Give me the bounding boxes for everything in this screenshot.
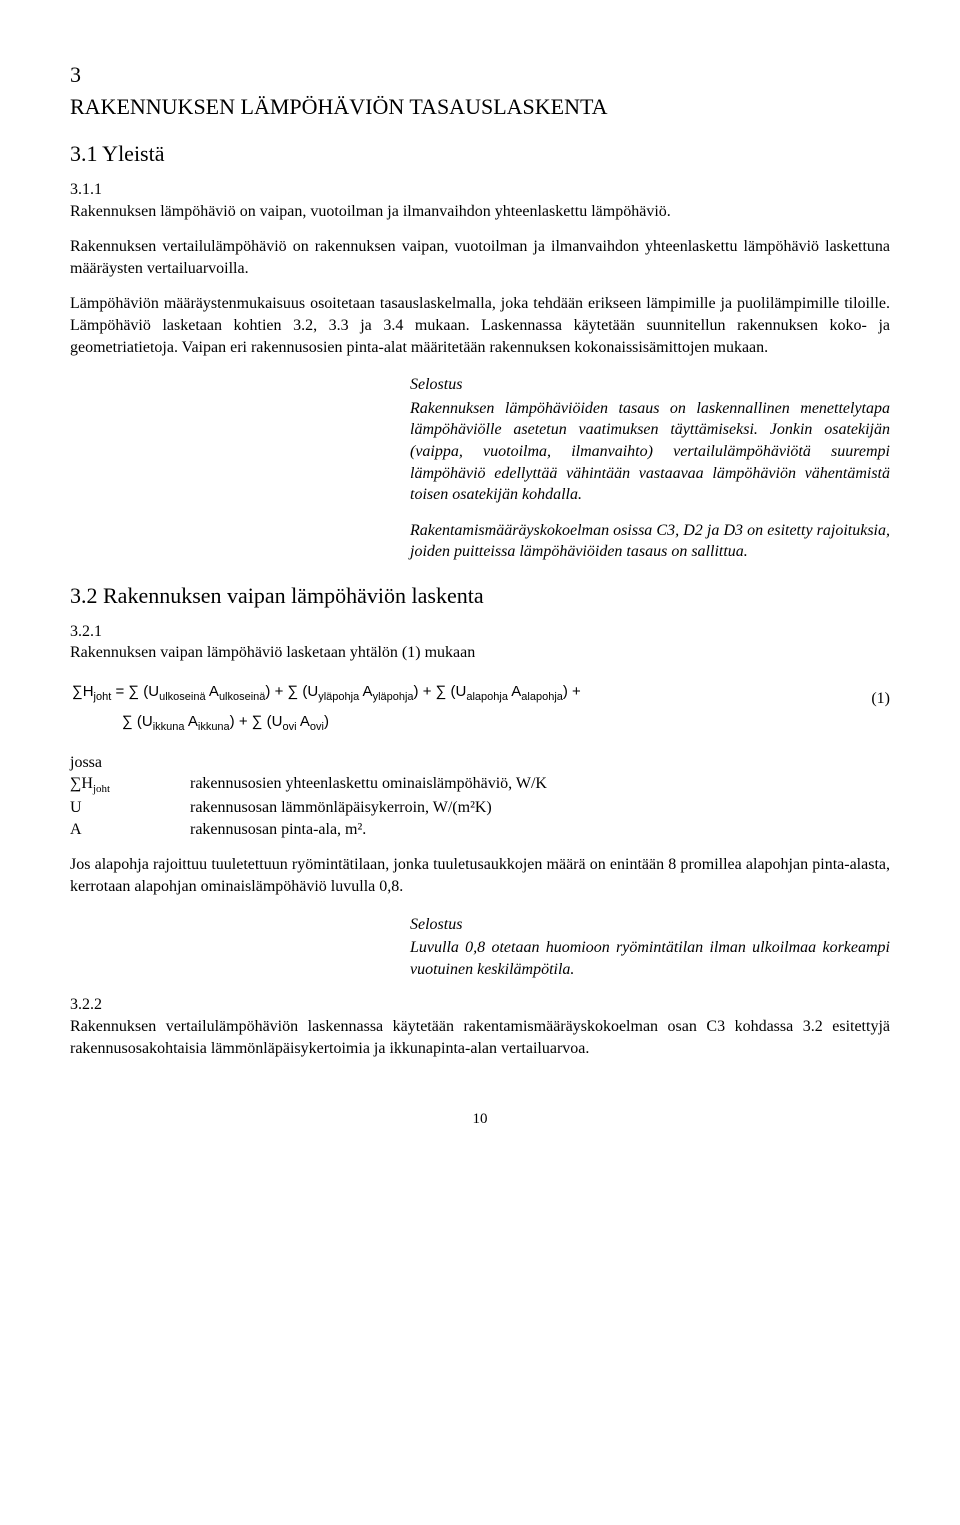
where-def-1: rakennusosien yhteenlaskettu ominaislämp… bbox=[190, 773, 890, 797]
where-def-3: rakennusosan pinta-ala, m². bbox=[190, 819, 890, 841]
equation-1-number: (1) bbox=[830, 678, 890, 710]
eq-t3c: ) + bbox=[563, 683, 581, 700]
where-sym-2: U bbox=[70, 797, 190, 819]
para-3-2-1b: Jos alapohja rajoittuu tuuletettuun ryöm… bbox=[70, 854, 890, 897]
equation-1: ∑Hjoht = ∑ (Uulkoseinä Aulkoseinä) + ∑ (… bbox=[70, 678, 890, 738]
eq-t5a: ∑ (U bbox=[252, 713, 283, 730]
page-number: 10 bbox=[70, 1109, 890, 1129]
eq-t4c: ) + bbox=[230, 713, 252, 730]
eq-t3b: A bbox=[508, 683, 521, 700]
eq-t2s2: yläpohja bbox=[373, 691, 414, 703]
eq-lhs: ∑H bbox=[72, 683, 94, 700]
eq-lhs-sub: joht bbox=[94, 691, 112, 703]
eq-t3s2: alapohja bbox=[521, 691, 563, 703]
where-sym-3: A bbox=[70, 819, 190, 841]
eq-t2b: A bbox=[359, 683, 372, 700]
eq-t1c: ) + bbox=[265, 683, 287, 700]
where-sym-1-sub: joht bbox=[93, 783, 110, 795]
eq-t5b: A bbox=[297, 713, 310, 730]
eq-t4a: ∑ (U bbox=[122, 713, 153, 730]
para-3-2-1: Rakennuksen vaipan lämpöhäviö lasketaan … bbox=[70, 642, 890, 664]
eq-t3s: alapohja bbox=[466, 691, 508, 703]
eq-t4b: A bbox=[185, 713, 198, 730]
para-3-1-1c: Lämpöhäviön määräystenmukaisuus osoiteta… bbox=[70, 293, 890, 358]
eq-t1s2: ulkoseinä bbox=[219, 691, 265, 703]
eq-t1b: A bbox=[206, 683, 219, 700]
para-3-2-2-num: 3.2.2 bbox=[70, 994, 890, 1016]
where-sym-1: ∑Hjoht bbox=[70, 773, 190, 797]
eq-t1s: ulkoseinä bbox=[159, 691, 205, 703]
section-3-2-heading: 3.2 Rakennuksen vaipan lämpöhäviön laske… bbox=[70, 581, 890, 611]
eq-t3a: ∑ (U bbox=[436, 683, 467, 700]
chapter-number: 3 bbox=[70, 60, 890, 90]
para-3-2-1-num: 3.2.1 bbox=[70, 621, 890, 643]
where-def-2: rakennusosan lämmönläpäisykerroin, W/(m²… bbox=[190, 797, 890, 819]
chapter-title: RAKENNUKSEN LÄMPÖHÄVIÖN TASAUSLASKENTA bbox=[70, 92, 890, 122]
eq-t5c: ) bbox=[324, 713, 329, 730]
where-sym-1-main: ∑H bbox=[70, 775, 93, 792]
equation-1-body: ∑Hjoht = ∑ (Uulkoseinä Aulkoseinä) + ∑ (… bbox=[70, 678, 830, 738]
eq-t2a: ∑ (U bbox=[288, 683, 319, 700]
eq-t2s: yläpohja bbox=[318, 691, 359, 703]
selostus-1-p1: Rakennuksen lämpöhäviöiden tasaus on las… bbox=[410, 398, 890, 506]
where-table: jossa ∑Hjoht rakennusosien yhteenlaskett… bbox=[70, 752, 890, 841]
where-label: jossa bbox=[70, 752, 190, 774]
selostus-label: Selostus bbox=[410, 374, 890, 396]
selostus-1-p2: Rakentamismääräyskokoelman osissa C3, D2… bbox=[410, 520, 890, 563]
eq-eq: = bbox=[111, 683, 128, 700]
selostus-block-2: Selostus Luvulla 0,8 otetaan huomioon ry… bbox=[410, 914, 890, 981]
selostus-2-p1: Luvulla 0,8 otetaan huomioon ryömintätil… bbox=[410, 937, 890, 980]
para-3-1-1b: Rakennuksen vertailulämpöhäviö on rakenn… bbox=[70, 236, 890, 279]
eq-t1a: ∑ (U bbox=[128, 683, 159, 700]
eq-t4s2: ikkuna bbox=[198, 721, 230, 733]
eq-t4s: ikkuna bbox=[153, 721, 185, 733]
para-3-1-1a: Rakennuksen lämpöhäviö on vaipan, vuotoi… bbox=[70, 201, 890, 223]
selostus-2-label: Selostus bbox=[410, 914, 890, 936]
selostus-block-1: Selostus Rakennuksen lämpöhäviöiden tasa… bbox=[410, 374, 890, 563]
para-3-1-1-num: 3.1.1 bbox=[70, 179, 890, 201]
para-3-2-2: Rakennuksen vertailulämpöhäviön laskenna… bbox=[70, 1016, 890, 1059]
section-3-1-heading: 3.1 Yleistä bbox=[70, 139, 890, 169]
eq-t5s: ovi bbox=[282, 721, 296, 733]
eq-t2c: ) + bbox=[414, 683, 436, 700]
eq-t5s2: ovi bbox=[310, 721, 324, 733]
